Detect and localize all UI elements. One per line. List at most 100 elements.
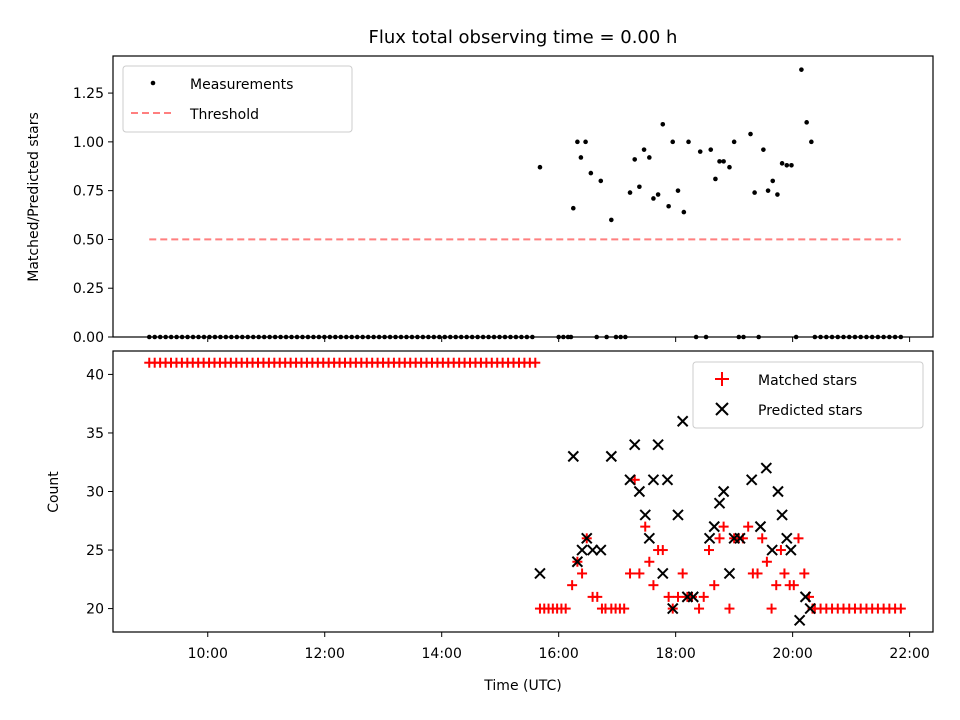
matched-stars-point	[724, 603, 735, 614]
measurement-point	[784, 162, 790, 168]
predicted-stars-point	[804, 602, 816, 615]
x-tick-label: 14:00	[422, 646, 462, 662]
measurement-point	[748, 131, 753, 137]
measurement-point	[570, 205, 576, 211]
measurement-point	[632, 157, 638, 162]
measurement-point	[575, 139, 580, 145]
predicted-stars-point	[772, 485, 784, 498]
matched-stars-point	[757, 533, 768, 544]
predicted-stars-point	[703, 532, 716, 545]
predicted-stars-point	[624, 474, 636, 486]
predicted-stars-point	[629, 438, 641, 451]
matched-stars-point	[788, 580, 799, 591]
bottom-y-tick-label: 25	[86, 543, 104, 559]
measurement-point	[775, 192, 780, 197]
measurement-point	[578, 155, 584, 160]
x-tick-label: 16:00	[538, 646, 578, 662]
predicted-stars-point	[781, 532, 793, 545]
bottom-plot-frame	[112, 350, 934, 633]
predicted-stars-point	[571, 556, 584, 568]
x-axis-label: Time (UTC)	[483, 678, 561, 694]
measurement-point	[681, 209, 687, 215]
chart-title: Flux total observing time = 0.00 h	[369, 27, 678, 48]
predicted-stars-point	[672, 509, 684, 521]
predicted-stars-point	[799, 591, 812, 603]
predicted-stars-point	[647, 474, 660, 486]
predicted-stars-point	[595, 544, 607, 556]
matched-stars-point	[799, 568, 810, 579]
measurement-point	[666, 203, 671, 209]
measurement-point	[686, 139, 691, 145]
predicted-stars-point	[581, 532, 593, 545]
measurement-point	[789, 162, 794, 168]
top-y-tick-label: 0.00	[73, 330, 104, 346]
predicted-stars-point	[785, 544, 797, 556]
measurement-point	[779, 161, 785, 166]
measurement-point	[765, 188, 771, 193]
matched-stars-point	[640, 521, 651, 532]
measurement-point	[637, 184, 642, 190]
measurement-point	[647, 155, 652, 160]
measurement-point	[799, 67, 804, 72]
matched-stars-point	[592, 591, 603, 602]
matched-stars-point	[677, 568, 688, 579]
predicted-stars-point	[667, 602, 679, 615]
predicted-stars-point	[760, 462, 773, 474]
matched-stars-point	[694, 603, 705, 614]
bottom-y-tick-label: 30	[86, 485, 104, 501]
measurement-point	[670, 139, 676, 145]
predicted-stars-point	[776, 509, 788, 521]
predicted-stars-point	[605, 450, 618, 463]
measurement-point	[804, 120, 809, 125]
predicted-stars-point	[652, 438, 664, 451]
predicted-stars-point	[586, 544, 599, 556]
matched-stars-point	[895, 603, 906, 614]
x-tick-label: 12:00	[305, 646, 345, 662]
predicted-stars-point	[639, 509, 651, 521]
measurement-point	[717, 159, 722, 164]
legend-measurements-label: Measurements	[190, 77, 293, 93]
top-plot: 0.00 0.25 0.50 0.75 1.00 1.25 Matched/Predict…	[26, 55, 934, 346]
matched-stars-point	[577, 568, 588, 579]
top-y-tick-label: 0.25	[73, 281, 104, 297]
top-y-tick-label: 1.00	[73, 135, 104, 151]
predicted-stars-point	[717, 485, 730, 498]
bottom-legend: Matched stars Predicted stars	[692, 361, 924, 429]
measurement-point	[627, 190, 633, 195]
measurement-point	[588, 170, 594, 176]
legend-measurements-marker	[150, 80, 156, 86]
matched-stars-point	[743, 521, 754, 532]
top-y-tick-label: 0.50	[73, 232, 104, 248]
measurement-point	[731, 139, 737, 145]
predicted-stars-point	[793, 614, 806, 626]
predicted-stars-point	[766, 544, 778, 556]
predicted-stars-point	[708, 520, 720, 533]
matched-stars-point	[644, 556, 655, 567]
measurement-point	[770, 178, 776, 184]
matched-stars-point	[634, 568, 645, 579]
matched-stars-point	[657, 545, 668, 556]
predicted-stars-point	[745, 474, 758, 486]
legend-matched-label: Matched stars	[758, 373, 857, 389]
legend-predicted-marker	[715, 402, 729, 416]
matched-stars-point	[714, 533, 725, 544]
legend-predicted-label: Predicted stars	[758, 403, 863, 419]
measurement-point	[598, 178, 604, 184]
bottom-y-tick-label: 35	[86, 426, 104, 442]
measurement-point	[752, 190, 757, 195]
matched-stars-point	[761, 556, 772, 567]
matched-stars-point	[775, 545, 786, 556]
top-y-tick-label: 0.75	[73, 184, 104, 200]
matched-stars-point	[530, 357, 541, 368]
predicted-stars-point	[687, 591, 699, 603]
bottom-y-tick-label: 40	[86, 367, 104, 383]
matched-stars-point	[600, 603, 611, 614]
predicted-stars-point	[676, 415, 689, 427]
measurement-point	[727, 164, 732, 170]
x-tick-label: 10:00	[188, 646, 228, 662]
top-y-tick-label: 1.25	[73, 86, 104, 102]
measurement-point	[609, 217, 614, 223]
matched-stars-point	[709, 580, 720, 591]
x-tick-label: 22:00	[889, 646, 929, 662]
